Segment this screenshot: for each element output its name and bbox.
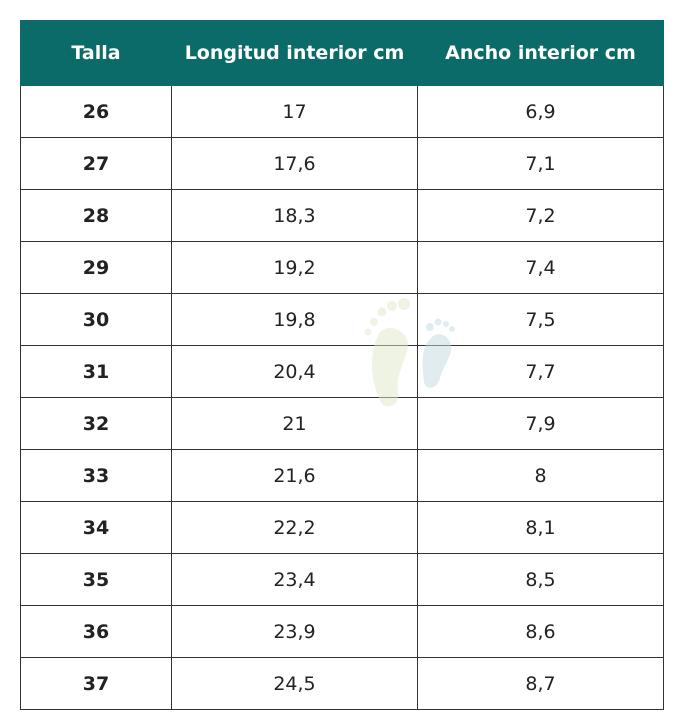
size-cell: 36 <box>20 605 172 658</box>
value-cell: 7,9 <box>417 397 664 450</box>
value-cell: 23,4 <box>171 553 418 606</box>
value-cell: 8,6 <box>417 605 664 658</box>
header-row: Talla Longitud interior cm Ancho interior … <box>20 20 664 86</box>
table-row: 27 17,6 7,1 <box>20 137 664 190</box>
size-cell: 35 <box>20 553 172 606</box>
size-cell: 26 <box>20 85 172 138</box>
size-table: Talla Longitud interior cm Ancho interior … <box>20 20 664 710</box>
size-cell: 29 <box>20 241 172 294</box>
value-cell: 8,1 <box>417 501 664 554</box>
size-cell: 32 <box>20 397 172 450</box>
size-cell: 30 <box>20 293 172 346</box>
table-row: 29 19,2 7,4 <box>20 241 664 294</box>
value-cell: 8 <box>417 449 664 502</box>
table-row: 28 18,3 7,2 <box>20 189 664 242</box>
table-row: 35 23,4 8,5 <box>20 553 664 606</box>
table-row: 36 23,9 8,6 <box>20 605 664 658</box>
value-cell: 7,1 <box>417 137 664 190</box>
table-body: 26 17 6,9 27 17,6 7,1 28 18,3 7,2 29 19,2 7,4 30 19,8… <box>20 85 664 710</box>
value-cell: 8,5 <box>417 553 664 606</box>
value-cell: 8,7 <box>417 657 664 710</box>
value-cell: 6,9 <box>417 85 664 138</box>
header-cell: Longitud interior cm <box>171 20 418 86</box>
value-cell: 23,9 <box>171 605 418 658</box>
size-cell: 28 <box>20 189 172 242</box>
table-row: 30 19,8 7,5 <box>20 293 664 346</box>
value-cell: 7,2 <box>417 189 664 242</box>
table-row: 33 21,6 8 <box>20 449 664 502</box>
value-cell: 18,3 <box>171 189 418 242</box>
value-cell: 22,2 <box>171 501 418 554</box>
size-cell: 31 <box>20 345 172 398</box>
size-cell: 33 <box>20 449 172 502</box>
value-cell: 19,8 <box>171 293 418 346</box>
table-row: 32 21 7,9 <box>20 397 664 450</box>
value-cell: 21 <box>171 397 418 450</box>
table-row: 31 20,4 7,7 <box>20 345 664 398</box>
table-row: 34 22,2 8,1 <box>20 501 664 554</box>
size-cell: 34 <box>20 501 172 554</box>
size-cell: 27 <box>20 137 172 190</box>
value-cell: 17 <box>171 85 418 138</box>
value-cell: 21,6 <box>171 449 418 502</box>
value-cell: 7,4 <box>417 241 664 294</box>
value-cell: 19,2 <box>171 241 418 294</box>
table-row: 26 17 6,9 <box>20 85 664 138</box>
value-cell: 7,7 <box>417 345 664 398</box>
value-cell: 7,5 <box>417 293 664 346</box>
value-cell: 17,6 <box>171 137 418 190</box>
value-cell: 24,5 <box>171 657 418 710</box>
value-cell: 20,4 <box>171 345 418 398</box>
size-cell: 37 <box>20 657 172 710</box>
header-cell: Ancho interior cm <box>417 20 664 86</box>
table-row: 37 24,5 8,7 <box>20 657 664 710</box>
header-cell: Talla <box>20 20 172 86</box>
